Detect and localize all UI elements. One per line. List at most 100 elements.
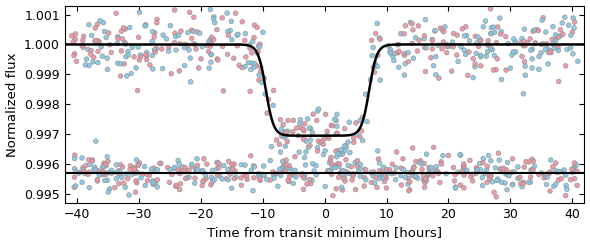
Point — [509, 50, 518, 54]
Point — [104, 171, 113, 174]
Point — [319, 142, 328, 146]
Point — [71, 184, 80, 188]
Point — [165, 168, 175, 172]
Point — [175, 172, 185, 175]
Point — [483, 39, 493, 43]
Point — [306, 182, 316, 185]
Point — [304, 145, 313, 149]
Point — [328, 194, 337, 197]
Point — [180, 64, 189, 68]
Point — [478, 157, 488, 160]
Point — [116, 62, 125, 66]
Point — [476, 53, 486, 57]
Point — [506, 66, 515, 70]
Point — [70, 153, 80, 157]
Point — [434, 172, 443, 176]
Point — [184, 48, 194, 52]
Point — [148, 179, 158, 183]
Point — [358, 139, 368, 143]
Point — [133, 163, 143, 167]
Point — [388, 54, 398, 58]
Point — [84, 158, 93, 162]
Point — [337, 185, 346, 189]
Point — [332, 124, 342, 128]
Point — [198, 45, 207, 49]
Point — [103, 67, 112, 71]
Point — [255, 45, 264, 49]
Point — [174, 33, 183, 37]
Point — [113, 37, 123, 40]
Point — [355, 165, 365, 169]
Point — [370, 70, 379, 74]
Point — [115, 170, 124, 173]
Point — [444, 154, 453, 158]
Point — [127, 46, 137, 49]
Point — [158, 33, 168, 37]
Point — [542, 172, 552, 176]
Point — [458, 27, 467, 31]
Point — [480, 171, 490, 175]
Point — [84, 64, 94, 68]
Point — [366, 181, 376, 184]
Point — [369, 170, 379, 174]
Point — [299, 175, 308, 179]
Point — [502, 172, 511, 176]
Point — [321, 112, 330, 116]
Point — [140, 24, 150, 28]
Point — [437, 47, 447, 51]
Point — [219, 89, 228, 93]
Point — [124, 53, 133, 57]
Point — [81, 163, 91, 167]
Point — [250, 61, 259, 65]
Point — [520, 165, 529, 169]
Point — [299, 129, 309, 133]
Point — [349, 140, 359, 144]
Point — [143, 179, 152, 183]
Point — [283, 129, 293, 133]
Point — [527, 47, 537, 51]
Point — [113, 61, 122, 65]
Point — [222, 11, 232, 15]
Point — [410, 175, 419, 179]
Point — [483, 164, 492, 168]
Point — [546, 49, 555, 52]
Point — [206, 183, 215, 187]
Point — [231, 175, 241, 179]
Point — [455, 183, 465, 187]
Point — [561, 64, 571, 68]
Point — [84, 23, 94, 27]
Point — [278, 159, 287, 163]
Point — [183, 43, 192, 47]
Point — [166, 72, 176, 76]
Point — [301, 163, 310, 167]
Point — [78, 166, 88, 170]
Point — [249, 176, 258, 180]
Point — [112, 11, 121, 15]
Point — [283, 140, 292, 144]
Point — [369, 65, 378, 69]
Point — [290, 173, 299, 177]
Point — [422, 46, 431, 50]
Point — [299, 127, 308, 131]
Point — [335, 162, 344, 166]
Point — [488, 180, 497, 184]
Point — [183, 31, 192, 35]
Point — [254, 78, 264, 82]
Point — [288, 130, 297, 134]
Point — [273, 184, 283, 188]
Point — [117, 176, 127, 180]
Point — [459, 162, 468, 166]
Point — [348, 172, 358, 176]
Point — [134, 35, 143, 39]
Point — [456, 153, 466, 157]
Point — [520, 60, 529, 64]
Point — [438, 40, 448, 44]
Point — [353, 159, 362, 162]
Point — [503, 173, 513, 177]
Point — [204, 40, 214, 44]
Point — [532, 28, 542, 32]
Point — [295, 122, 304, 125]
Point — [526, 48, 536, 52]
Point — [300, 156, 309, 159]
Point — [190, 181, 199, 185]
